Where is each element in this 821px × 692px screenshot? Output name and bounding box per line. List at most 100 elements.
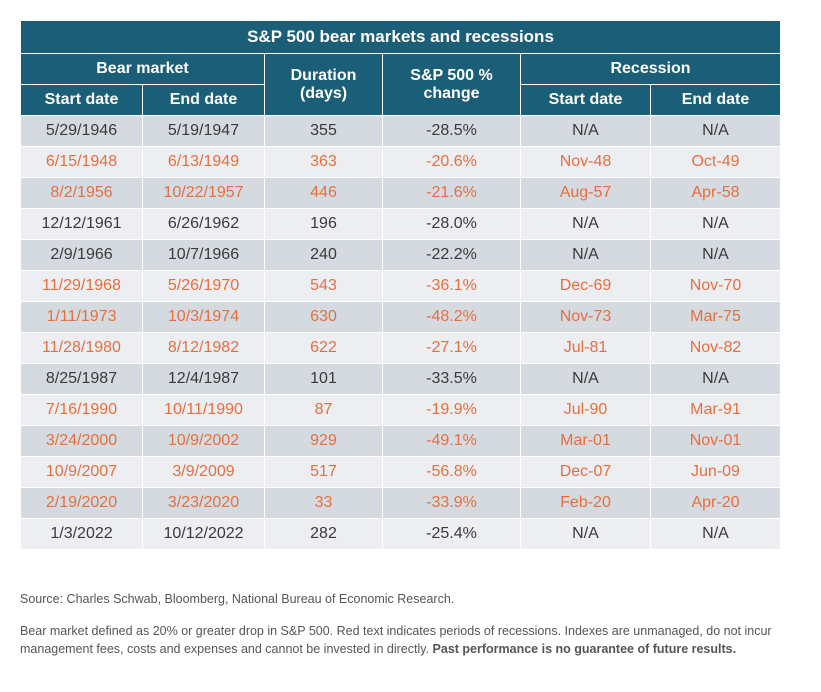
cell-rec-end: Apr-58 bbox=[651, 178, 781, 209]
col-rec-end: End date bbox=[651, 85, 781, 116]
cell-bear-end: 10/3/1974 bbox=[143, 302, 265, 333]
cell-rec-start: Dec-07 bbox=[521, 457, 651, 488]
cell-bear-end: 3/23/2020 bbox=[143, 488, 265, 519]
cell-bear-start: 1/11/1973 bbox=[21, 302, 143, 333]
cell-rec-end: N/A bbox=[651, 116, 781, 147]
cell-duration: 929 bbox=[265, 426, 383, 457]
col-bear-start: Start date bbox=[21, 85, 143, 116]
cell-rec-start: Jul-81 bbox=[521, 333, 651, 364]
cell-rec-start: N/A bbox=[521, 364, 651, 395]
cell-rec-start: Dec-69 bbox=[521, 271, 651, 302]
cell-change: -49.1% bbox=[383, 426, 521, 457]
col-group-recession: Recession bbox=[521, 54, 781, 85]
cell-bear-start: 11/28/1980 bbox=[21, 333, 143, 364]
cell-bear-end: 3/9/2009 bbox=[143, 457, 265, 488]
table-row: 3/24/200010/9/2002929-49.1%Mar-01Nov-01 bbox=[21, 426, 781, 457]
cell-bear-start: 6/15/1948 bbox=[21, 147, 143, 178]
table-row: 12/12/19616/26/1962196-28.0%N/AN/A bbox=[21, 209, 781, 240]
table-row: 6/15/19486/13/1949363-20.6%Nov-48Oct-49 bbox=[21, 147, 781, 178]
cell-change: -25.4% bbox=[383, 519, 521, 550]
cell-bear-start: 8/25/1987 bbox=[21, 364, 143, 395]
cell-bear-start: 10/9/2007 bbox=[21, 457, 143, 488]
footnotes: Source: Charles Schwab, Bloomberg, Natio… bbox=[20, 590, 780, 658]
cell-bear-start: 11/29/1968 bbox=[21, 271, 143, 302]
cell-rec-end: Apr-20 bbox=[651, 488, 781, 519]
cell-duration: 630 bbox=[265, 302, 383, 333]
cell-rec-end: Nov-70 bbox=[651, 271, 781, 302]
cell-bear-start: 1/3/2022 bbox=[21, 519, 143, 550]
cell-bear-end: 5/26/1970 bbox=[143, 271, 265, 302]
cell-change: -28.5% bbox=[383, 116, 521, 147]
cell-duration: 33 bbox=[265, 488, 383, 519]
table-row: 1/11/197310/3/1974630-48.2%Nov-73Mar-75 bbox=[21, 302, 781, 333]
cell-rec-start: Mar-01 bbox=[521, 426, 651, 457]
cell-change: -56.8% bbox=[383, 457, 521, 488]
cell-change: -48.2% bbox=[383, 302, 521, 333]
cell-rec-end: N/A bbox=[651, 364, 781, 395]
table-row: 8/25/198712/4/1987101-33.5%N/AN/A bbox=[21, 364, 781, 395]
table-row: 10/9/20073/9/2009517-56.8%Dec-07Jun-09 bbox=[21, 457, 781, 488]
cell-bear-start: 3/24/2000 bbox=[21, 426, 143, 457]
cell-change: -28.0% bbox=[383, 209, 521, 240]
cell-bear-end: 10/7/1966 bbox=[143, 240, 265, 271]
cell-bear-end: 12/4/1987 bbox=[143, 364, 265, 395]
footnote-definition-bold: Past performance is no guarantee of futu… bbox=[433, 642, 737, 656]
cell-duration: 363 bbox=[265, 147, 383, 178]
cell-change: -27.1% bbox=[383, 333, 521, 364]
cell-change: -19.9% bbox=[383, 395, 521, 426]
cell-change: -22.2% bbox=[383, 240, 521, 271]
cell-duration: 101 bbox=[265, 364, 383, 395]
col-duration-label: Duration bbox=[273, 67, 374, 85]
cell-rec-end: N/A bbox=[651, 519, 781, 550]
cell-duration: 355 bbox=[265, 116, 383, 147]
footnote-definition: Bear market defined as 20% or greater dr… bbox=[20, 622, 780, 658]
cell-change: -21.6% bbox=[383, 178, 521, 209]
table-row: 8/2/195610/22/1957446-21.6%Aug-57Apr-58 bbox=[21, 178, 781, 209]
table-body: 5/29/19465/19/1947355-28.5%N/AN/A6/15/19… bbox=[21, 116, 781, 550]
col-duration-sub: (days) bbox=[273, 85, 374, 103]
cell-duration: 196 bbox=[265, 209, 383, 240]
cell-duration: 240 bbox=[265, 240, 383, 271]
cell-rec-end: Oct-49 bbox=[651, 147, 781, 178]
cell-rec-end: Jun-09 bbox=[651, 457, 781, 488]
table-row: 5/29/19465/19/1947355-28.5%N/AN/A bbox=[21, 116, 781, 147]
cell-bear-end: 10/12/2022 bbox=[143, 519, 265, 550]
table-row: 2/19/20203/23/202033-33.9%Feb-20Apr-20 bbox=[21, 488, 781, 519]
col-group-bear-market: Bear market bbox=[21, 54, 265, 85]
col-group-change: S&P 500 % change bbox=[383, 54, 521, 116]
table-row: 11/28/19808/12/1982622-27.1%Jul-81Nov-82 bbox=[21, 333, 781, 364]
col-bear-end: End date bbox=[143, 85, 265, 116]
table-row: 7/16/199010/11/199087-19.9%Jul-90Mar-91 bbox=[21, 395, 781, 426]
cell-change: -33.5% bbox=[383, 364, 521, 395]
cell-bear-start: 5/29/1946 bbox=[21, 116, 143, 147]
cell-rec-start: N/A bbox=[521, 519, 651, 550]
cell-rec-end: Mar-75 bbox=[651, 302, 781, 333]
table-row: 1/3/202210/12/2022282-25.4%N/AN/A bbox=[21, 519, 781, 550]
table-row: 2/9/196610/7/1966240-22.2%N/AN/A bbox=[21, 240, 781, 271]
bear-market-table: S&P 500 bear markets and recessions Bear… bbox=[20, 20, 781, 550]
cell-rec-start: Jul-90 bbox=[521, 395, 651, 426]
cell-rec-end: Nov-82 bbox=[651, 333, 781, 364]
cell-rec-start: Nov-73 bbox=[521, 302, 651, 333]
cell-rec-end: Mar-91 bbox=[651, 395, 781, 426]
cell-rec-end: N/A bbox=[651, 209, 781, 240]
cell-duration: 446 bbox=[265, 178, 383, 209]
cell-change: -20.6% bbox=[383, 147, 521, 178]
cell-rec-start: Nov-48 bbox=[521, 147, 651, 178]
cell-rec-start: Feb-20 bbox=[521, 488, 651, 519]
footnote-source: Source: Charles Schwab, Bloomberg, Natio… bbox=[20, 590, 780, 608]
cell-bear-start: 2/9/1966 bbox=[21, 240, 143, 271]
cell-duration: 282 bbox=[265, 519, 383, 550]
cell-change: -33.9% bbox=[383, 488, 521, 519]
cell-bear-start: 12/12/1961 bbox=[21, 209, 143, 240]
cell-bear-end: 10/22/1957 bbox=[143, 178, 265, 209]
cell-change: -36.1% bbox=[383, 271, 521, 302]
cell-duration: 87 bbox=[265, 395, 383, 426]
cell-rec-start: Aug-57 bbox=[521, 178, 651, 209]
col-rec-start: Start date bbox=[521, 85, 651, 116]
table-row: 11/29/19685/26/1970543-36.1%Dec-69Nov-70 bbox=[21, 271, 781, 302]
cell-bear-start: 2/19/2020 bbox=[21, 488, 143, 519]
cell-rec-start: N/A bbox=[521, 209, 651, 240]
cell-duration: 622 bbox=[265, 333, 383, 364]
cell-rec-end: N/A bbox=[651, 240, 781, 271]
